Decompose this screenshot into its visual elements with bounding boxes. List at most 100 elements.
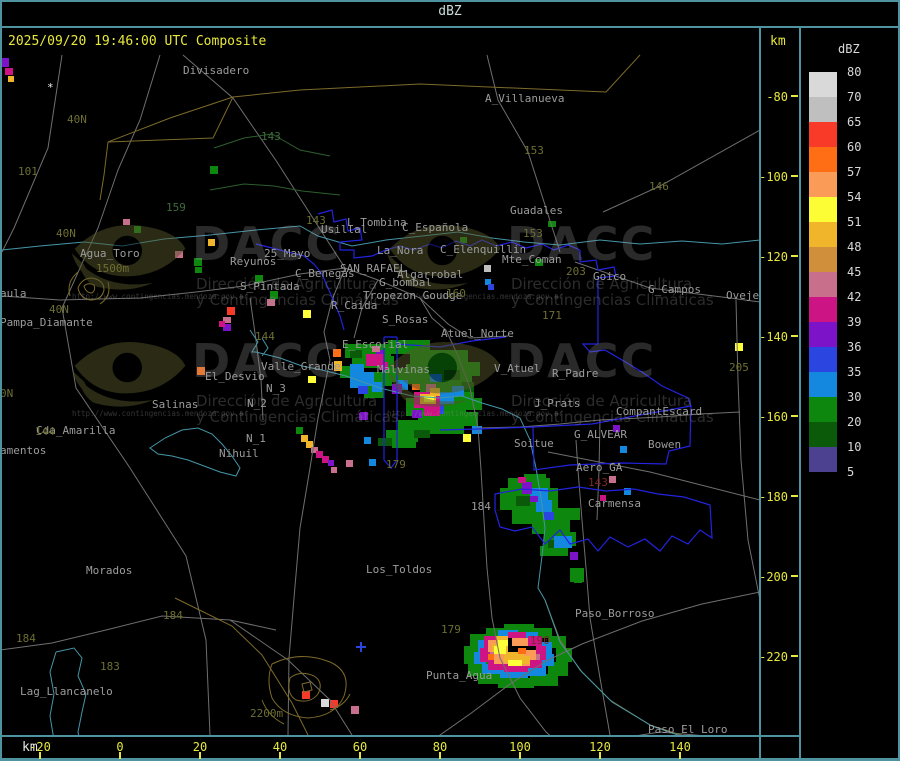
road: [547, 451, 760, 501]
radar-echo-pixel: [488, 660, 504, 670]
contour-volcano: [261, 656, 351, 725]
radar-echo-pixel: [528, 636, 542, 646]
x-tick-label: 20: [192, 740, 208, 754]
radar-echo-pixel: [512, 638, 528, 646]
road: [61, 54, 211, 736]
map-label: S_Rosas: [382, 313, 429, 326]
secondary-road: [174, 597, 309, 736]
radar-echo-pixel: [530, 496, 538, 502]
map-label: Bowen: [648, 438, 682, 451]
y-tick-label: -80: [766, 90, 788, 104]
legend-swatch: [809, 97, 837, 122]
map-label: Aero_GA: [576, 461, 623, 474]
radar-echo-pixel: [472, 426, 482, 434]
legend-swatch: [809, 272, 837, 297]
map-label: 1500m: [96, 262, 130, 275]
legend-swatch: [809, 322, 837, 347]
radar-echo-pixel: [508, 632, 526, 638]
y-tick-mark: [791, 655, 798, 657]
y-tick-mark: [791, 255, 798, 257]
radar-echo-pixel: [296, 427, 303, 434]
map-label-layer: Divisadero A_Villanueva Guadales L_Tombina U…: [0, 65, 760, 735]
map-label: 144: [35, 425, 55, 438]
road: [631, 731, 707, 736]
legend-tick-label: 65: [847, 115, 862, 129]
legend-swatch: [809, 397, 837, 422]
map-label: 0N: [0, 387, 14, 400]
radar-echo-pixel: [386, 430, 418, 442]
x-tick-label: 80: [432, 740, 448, 754]
radar-echo-pixel: [359, 413, 366, 420]
map-label: SAN_RAFAEL: [340, 262, 407, 275]
radar-echo-pixel: [508, 660, 522, 666]
map-label: Paso_Borroso: [575, 607, 655, 620]
legend-swatch: [809, 297, 837, 322]
map-label: R_Caida: [331, 299, 378, 312]
left-border: [0, 0, 2, 761]
road: [602, 129, 760, 213]
road: [574, 261, 760, 303]
map-label: 205: [729, 361, 749, 374]
map-label: R_Padre: [552, 367, 599, 380]
map-label: *: [47, 81, 54, 94]
map-label: Cda_Amarilla: [36, 424, 116, 437]
x-tick-mark: [39, 752, 41, 759]
map-label: Lag_Llancanelo: [20, 685, 113, 698]
radar-echo-pixel: [308, 376, 316, 383]
radar-echo-pixel: [494, 646, 506, 654]
radar-echo-pixel: [548, 636, 566, 648]
x-axis-line: [0, 735, 800, 737]
map-label: El_Desvio: [205, 370, 265, 383]
map-label: Mte_Coman: [502, 253, 562, 266]
map-label: 179: [441, 623, 461, 636]
map-label: J_Prats: [534, 397, 581, 410]
map-label: amentos: [0, 444, 47, 457]
radar-echo-pixel: [518, 648, 526, 654]
y-axis-unit-label: km: [770, 34, 786, 49]
radar-echo-pixel: [532, 654, 540, 660]
radar-echo-pixel: [609, 476, 616, 483]
radar-echo-pixel: [346, 460, 353, 467]
legend-swatch: [809, 422, 837, 447]
nihuil-lake: [149, 427, 241, 477]
map-label: G_ALVEAR: [574, 428, 627, 441]
road: [344, 267, 509, 339]
map-label: Nihuil: [219, 447, 259, 460]
map-label: C_Elenquillin: [440, 243, 527, 256]
y-tick-mark: [791, 95, 798, 97]
legend-tick-label: 60: [847, 140, 862, 154]
district-boundary: [494, 486, 713, 552]
radar-echo-pixel: [197, 367, 205, 375]
radar-echo-pixel: [540, 546, 568, 556]
radar-echo-pixel: [570, 552, 578, 560]
radar-echo-pixel: [412, 410, 422, 418]
map-label: 2200m: [250, 707, 284, 720]
radar-echo-pixel: [2, 58, 9, 67]
road: [2, 267, 346, 301]
map-label: 144: [255, 330, 275, 343]
map-label: Oveje: [726, 289, 760, 302]
radar-echo-pixel: [369, 459, 376, 466]
road: [419, 297, 552, 736]
legend-tick-label: 80: [847, 65, 862, 79]
legend-tick-label: 20: [847, 415, 862, 429]
legend-tick-label: 57: [847, 165, 862, 179]
secondary-road: [107, 96, 234, 143]
radar-echo-pixel: [516, 496, 530, 506]
legend-swatch: [809, 447, 837, 472]
map-label: La_Nora: [377, 244, 424, 257]
x-tick-mark: [439, 752, 441, 759]
radar-echo-pixel: [504, 652, 524, 662]
timestamp-label: 2025/09/20 19:46:00 UTC Composite: [8, 34, 267, 49]
map-label: Morados: [86, 564, 133, 577]
radar-echo-pixel: [223, 324, 231, 331]
road: [575, 439, 611, 736]
map-label: G_bombal: [379, 276, 432, 289]
stream: [213, 133, 331, 157]
legend-tick-label: 48: [847, 240, 862, 254]
legend-swatch: [809, 247, 837, 272]
map-label: Salinas: [152, 398, 199, 411]
y-tick-label: -180: [759, 490, 788, 504]
map-label: 184: [471, 500, 491, 513]
radar-echo-pixel: [488, 654, 494, 660]
